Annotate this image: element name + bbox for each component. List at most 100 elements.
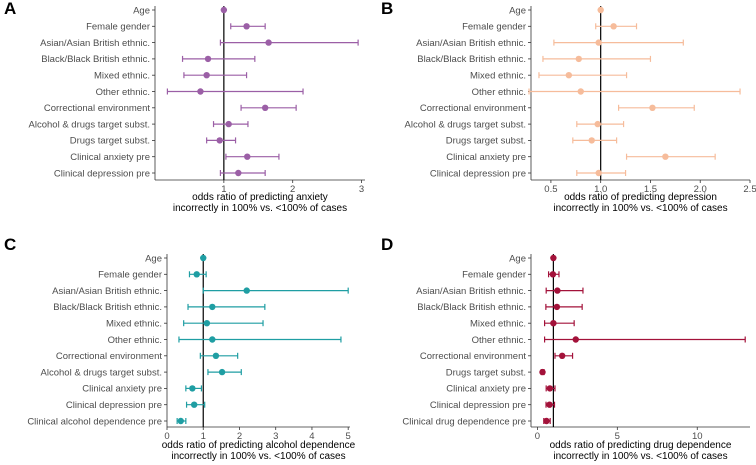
point-estimate [243, 23, 250, 30]
point-estimate [190, 401, 198, 408]
point-estimate [546, 401, 553, 408]
category-label: Age [509, 5, 526, 16]
panel-d: D Age Female gender Asian/Asian British eth… [381, 235, 750, 462]
point-estimate [244, 153, 251, 160]
point-estimate [588, 137, 595, 144]
category-label: Clinical depression pre [66, 400, 162, 411]
point-estimate [572, 336, 579, 343]
x-axis-title-line1: odds ratio of predicting anxiety [192, 192, 328, 203]
category-label: Black/Black British ethnic. [417, 54, 526, 65]
point-estimate [225, 120, 232, 128]
x-tick-label: 2.5 [743, 184, 756, 195]
panel-a: A Age Female gender Asian/Asian British eth… [4, 0, 365, 214]
point-estimate [549, 271, 557, 278]
category-label: Other ethnic. [96, 87, 150, 98]
x-axis-title-line1: odds ratio of predicting depression [564, 192, 717, 203]
point-estimate [595, 39, 602, 46]
point-estimate [649, 104, 656, 112]
point-estimate [554, 287, 561, 294]
point-estimate [610, 23, 617, 30]
panel-letter: D [381, 235, 393, 254]
x-tick-label: 1 [201, 431, 206, 442]
category-label: Drugs target subst. [446, 136, 526, 147]
point-estimate [218, 368, 226, 376]
category-label: Alcohol & drugs target subst. [41, 367, 162, 378]
point-estimate [550, 254, 557, 262]
x-tick-label: 1.5 [644, 184, 657, 195]
category-label: Clinical anxiety pre [82, 384, 162, 395]
point-estimate [209, 336, 216, 343]
category-label: Clinical depression pre [430, 400, 526, 411]
point-estimate [261, 104, 269, 112]
category-label: Age [145, 253, 162, 264]
point-estimate [558, 352, 566, 359]
x-tick-label: 2 [237, 431, 242, 442]
x-tick-label: 0.5 [544, 184, 557, 195]
x-tick-label: 3 [273, 431, 278, 442]
category-label: Correctional environment [420, 103, 526, 114]
point-estimate [209, 303, 216, 311]
category-label: Black/Black British ethnic. [53, 302, 162, 313]
category-label: Clinical anxiety pre [446, 152, 526, 163]
x-axis-title-line2: incorrectly in 100% vs. <100% of cases [171, 451, 345, 462]
category-label: Clinical anxiety pre [70, 152, 150, 163]
point-estimate [193, 271, 200, 278]
category-label: Clinical alcohol dependence pre [27, 416, 162, 427]
category-label: Other ethnic. [108, 335, 162, 346]
x-axis-title-line2: incorrectly in 100% vs. <100% of cases [553, 451, 727, 462]
point-estimate [595, 169, 602, 177]
point-estimate [577, 88, 584, 95]
category-label: Correctional environment [56, 351, 162, 362]
category-label: Other ethnic. [472, 87, 526, 98]
category-label: Asian/Asian British ethnic. [416, 286, 526, 297]
point-estimate [204, 55, 212, 63]
point-estimate [197, 88, 204, 95]
point-estimate [189, 385, 196, 392]
point-estimate [550, 320, 557, 327]
x-tick-label: 2 [290, 184, 295, 195]
x-tick-label: 4 [309, 431, 314, 442]
point-estimate [177, 417, 184, 425]
point-estimate [235, 169, 242, 177]
panel-letter: A [4, 0, 16, 18]
point-estimate [203, 72, 210, 79]
x-axis-title-line2: incorrectly in 100% vs. <100% of cases [173, 203, 347, 214]
category-label: Clinical depression pre [430, 168, 526, 179]
category-label: Asian/Asian British ethnic. [416, 38, 526, 49]
category-label: Asian/Asian British ethnic. [52, 286, 162, 297]
x-tick-label: 0 [535, 431, 540, 442]
panel-b: B Age Female gender Asian/Asian British eth… [381, 0, 756, 214]
x-tick-label: 1.0 [594, 184, 607, 195]
category-label: Female gender [98, 270, 162, 281]
point-estimate [553, 303, 561, 311]
category-label: Age [133, 5, 150, 16]
category-label: Mixed ethnic. [94, 71, 150, 82]
category-label: Female gender [462, 270, 526, 281]
point-estimate [243, 287, 250, 294]
x-tick-label: 10 [692, 431, 703, 442]
category-label: Mixed ethnic. [106, 319, 162, 330]
point-estimate [212, 352, 220, 359]
category-label: Mixed ethnic. [470, 319, 526, 330]
category-label: Alcohol & drugs target subst. [405, 119, 526, 130]
category-label: Drugs target subst. [446, 367, 526, 378]
category-label: Female gender [462, 22, 526, 33]
category-label: Black/Black British ethnic. [41, 54, 150, 65]
category-label: Age [509, 253, 526, 264]
x-axis-title-line1: odds ratio of predicting alcohol depende… [162, 440, 356, 451]
panel-c: C Age Female gender Asian/Asian British eth… [4, 235, 356, 462]
category-label: Correctional environment [420, 351, 526, 362]
point-estimate [265, 39, 272, 46]
point-estimate [543, 417, 550, 425]
category-label: Drugs target subst. [70, 136, 150, 147]
category-label: Correctional environment [44, 103, 150, 114]
point-estimate [539, 368, 546, 376]
x-axis-title-line1: odds ratio of predicting drug dependence [550, 440, 732, 451]
category-label: Clinical depression pre [54, 168, 150, 179]
point-estimate [662, 153, 669, 160]
x-tick-label: 5 [346, 431, 351, 442]
category-label: Clinical drug dependence pre [402, 416, 526, 427]
panel-letter: C [4, 235, 16, 254]
point-estimate [597, 6, 604, 14]
